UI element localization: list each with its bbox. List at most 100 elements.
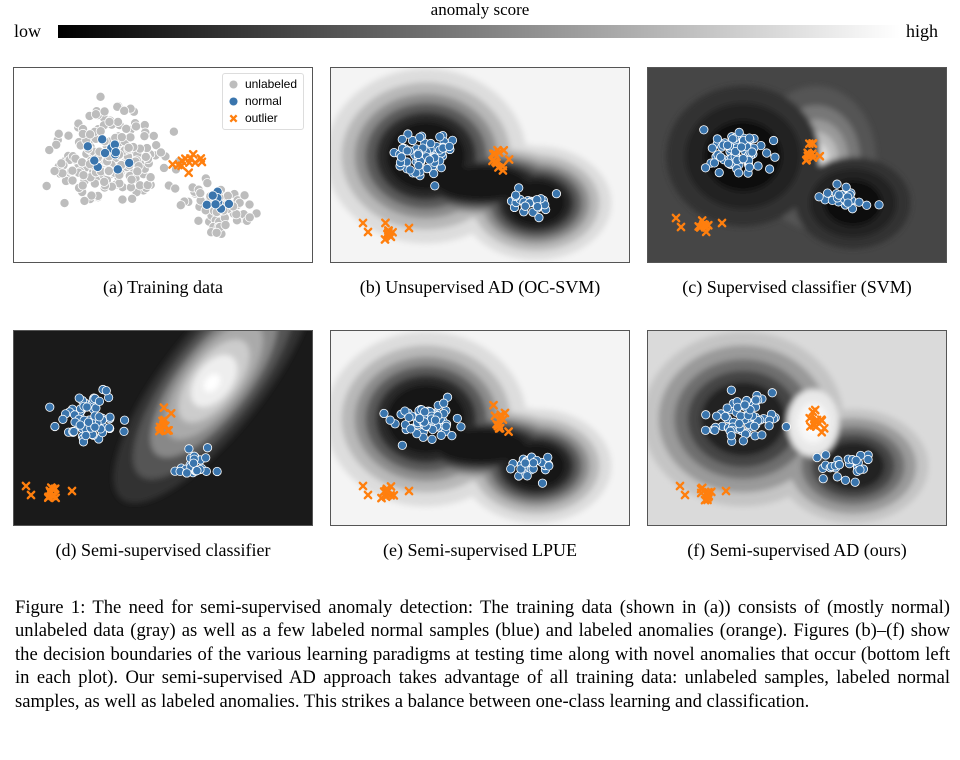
data-point [764, 164, 775, 174]
data-point [747, 147, 757, 157]
data-point [82, 141, 93, 152]
outlier-point [173, 160, 183, 170]
data-point [82, 402, 92, 412]
data-point [403, 129, 413, 139]
data-point [124, 157, 135, 168]
data-point [207, 190, 218, 201]
data-point [74, 393, 84, 403]
data-point [95, 126, 106, 137]
outlier-point [381, 218, 390, 228]
outlier-point [26, 490, 36, 500]
outlier-point [703, 495, 712, 505]
outlier-point [166, 408, 176, 418]
data-point [125, 132, 136, 143]
data-point [402, 146, 412, 156]
plot-area [331, 331, 629, 525]
data-point [834, 190, 844, 200]
outlier-point [67, 486, 77, 496]
data-point [734, 168, 744, 178]
data-point [63, 130, 74, 141]
data-point [429, 168, 439, 179]
data-point [112, 164, 123, 175]
outlier-point [488, 156, 497, 166]
outlier-point [804, 150, 814, 159]
panel-f-ours [647, 330, 947, 526]
data-point [447, 431, 457, 441]
data-point [439, 398, 449, 408]
outlier-point [154, 426, 164, 436]
panel-e-lpue [330, 330, 630, 526]
data-point [537, 478, 548, 488]
data-point [722, 140, 733, 150]
data-point [709, 158, 719, 168]
data-point [239, 190, 250, 201]
panel-d-semi-classifier [13, 330, 313, 526]
outlier-point [811, 422, 821, 432]
data-point [220, 220, 231, 231]
outlier-point [490, 411, 500, 421]
outlier-point [382, 486, 392, 496]
outlier-point [158, 416, 167, 426]
data-point [435, 132, 445, 142]
label-c: (c) Supervised classifier (SVM) [682, 277, 912, 297]
data-point [202, 443, 213, 453]
data-point [170, 183, 181, 194]
outlier-point [696, 488, 706, 498]
data-point [753, 161, 763, 171]
data-point [441, 421, 451, 431]
data-point [89, 155, 100, 166]
data-point [75, 420, 85, 430]
data-point [182, 468, 192, 478]
legend-normal: normal [229, 93, 297, 110]
outlier-point [358, 481, 368, 491]
data-point [823, 188, 833, 198]
data-point [814, 192, 824, 202]
data-point [110, 147, 121, 158]
data-point [406, 424, 416, 434]
outlier-point [404, 223, 414, 233]
plot-area [331, 68, 629, 262]
outlier-point [680, 490, 690, 500]
data-point [736, 142, 747, 152]
data-point [168, 126, 179, 137]
data-point [456, 422, 466, 432]
data-point [412, 429, 422, 439]
data-point [734, 127, 744, 137]
outlier-point [363, 227, 373, 237]
outlier-point [45, 486, 55, 496]
data-point [121, 123, 132, 134]
data-point [188, 458, 199, 468]
data-point [103, 166, 114, 177]
data-point [436, 430, 446, 440]
label-b: (b) Unsupervised AD (OC-SVM) [359, 277, 601, 297]
data-point [430, 181, 440, 191]
data-point [210, 199, 221, 210]
data-point [701, 410, 711, 420]
data-point [543, 452, 553, 462]
data-point [44, 145, 55, 156]
data-point [81, 430, 91, 441]
data-point [551, 189, 562, 199]
data-point [862, 200, 872, 210]
data-point [79, 195, 90, 206]
data-point [544, 461, 554, 471]
data-point [49, 166, 60, 177]
data-point [175, 200, 186, 211]
data-point [850, 477, 860, 487]
data-point [841, 182, 851, 192]
data-point [397, 440, 407, 450]
data-point [700, 425, 711, 435]
data-point [126, 174, 137, 185]
data-point [151, 140, 162, 151]
outlier-point [717, 218, 727, 228]
outlier-point [184, 168, 194, 178]
outlier-point [701, 227, 711, 237]
data-point [244, 212, 255, 223]
outlier-point [389, 490, 399, 500]
data-point [744, 133, 754, 143]
data-point [155, 147, 166, 158]
normal-marker-icon [229, 97, 238, 106]
data-point [720, 412, 730, 422]
outlier-point [801, 155, 811, 165]
data-point [452, 413, 462, 424]
